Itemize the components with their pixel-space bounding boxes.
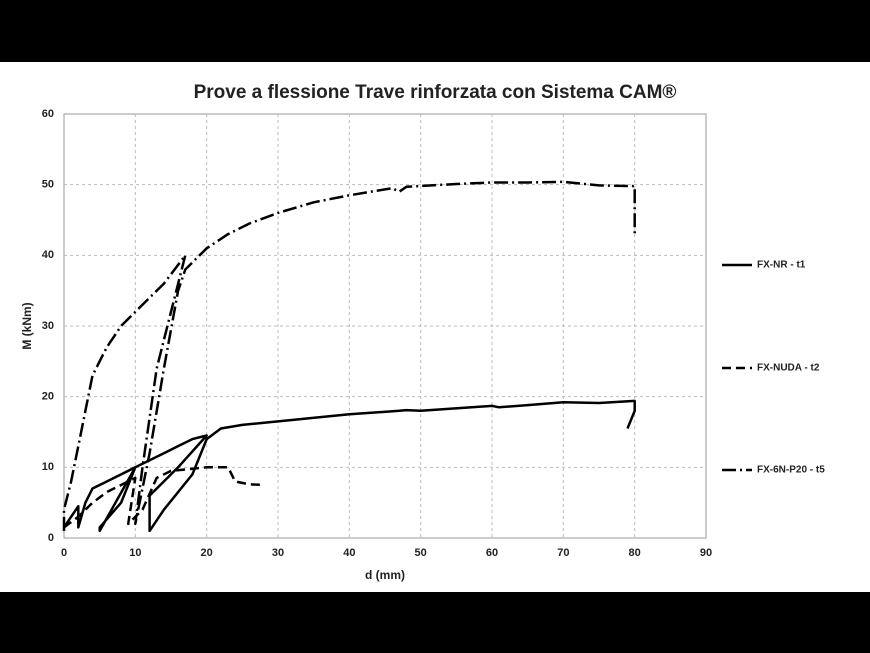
chart-title: Prove a flessione Trave rinforzata con S… bbox=[194, 82, 677, 103]
x-tick-label: 50 bbox=[415, 547, 427, 559]
y-tick-label: 30 bbox=[42, 320, 54, 332]
y-tick-label: 60 bbox=[42, 108, 54, 120]
x-tick-label: 20 bbox=[201, 547, 213, 559]
chart-background bbox=[0, 62, 870, 592]
y-tick-label: 20 bbox=[42, 391, 54, 403]
series-line bbox=[63, 466, 264, 529]
x-tick-label: 40 bbox=[343, 547, 355, 559]
y-tick-label: 10 bbox=[42, 461, 54, 473]
x-tick-label: 90 bbox=[700, 547, 712, 559]
x-tick-label: 30 bbox=[272, 547, 284, 559]
x-axis-label: d (mm) bbox=[365, 568, 405, 582]
y-tick-label: 0 bbox=[48, 532, 54, 544]
x-tick-label: 60 bbox=[486, 547, 498, 559]
y-tick-label: 50 bbox=[42, 179, 54, 191]
legend-label: FX-NUDA - t2 bbox=[757, 363, 820, 374]
legend-label: FX-NR - t1 bbox=[757, 260, 806, 271]
y-tick-label: 40 bbox=[42, 249, 54, 261]
x-tick-label: 80 bbox=[629, 547, 641, 559]
series-line bbox=[62, 180, 636, 531]
x-tick-label: 10 bbox=[129, 547, 141, 559]
x-tick-label: 0 bbox=[61, 547, 67, 559]
legend-label: FX-6N-P20 - t5 bbox=[757, 465, 825, 476]
y-axis-label: M (kNm) bbox=[20, 302, 34, 349]
x-tick-label: 70 bbox=[557, 547, 569, 559]
